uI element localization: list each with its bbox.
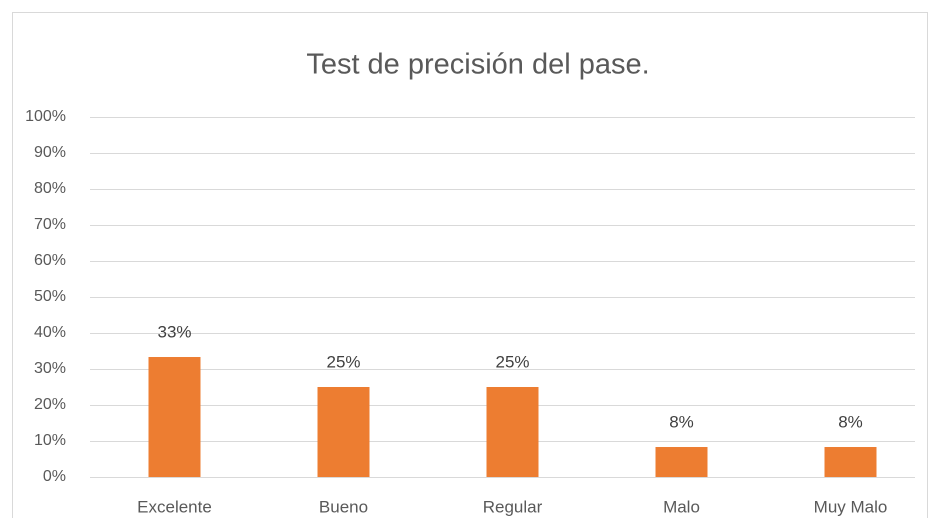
y-tick-label: 40% [34, 324, 66, 341]
y-tick-label: 20% [34, 396, 66, 413]
x-tick-label: Excelente [137, 497, 212, 516]
data-label: 8% [838, 412, 863, 431]
data-label: 25% [495, 352, 529, 371]
x-tick-label: Muy Malo [814, 497, 888, 516]
y-tick-label: 70% [34, 216, 66, 233]
y-tick-label: 60% [34, 252, 66, 269]
x-tick-label: Bueno [319, 497, 368, 516]
y-tick-label: 50% [34, 288, 66, 305]
bar [148, 357, 201, 477]
y-tick-label: 30% [34, 360, 66, 377]
x-tick-label: Malo [663, 497, 700, 516]
chart-title: Test de precisión del pase. [306, 49, 649, 81]
bar [317, 387, 370, 477]
y-tick-label: 0% [43, 468, 66, 485]
y-tick-label: 90% [34, 144, 66, 161]
y-tick-label: 80% [34, 180, 66, 197]
data-label: 8% [669, 412, 694, 431]
x-tick-label: Regular [483, 497, 543, 516]
bar [655, 447, 708, 477]
bar [824, 447, 877, 477]
data-label: 33% [157, 322, 191, 341]
y-tick-label: 10% [34, 432, 66, 449]
bar [486, 387, 539, 477]
data-label: 25% [326, 352, 360, 371]
y-tick-label: 100% [25, 108, 66, 125]
